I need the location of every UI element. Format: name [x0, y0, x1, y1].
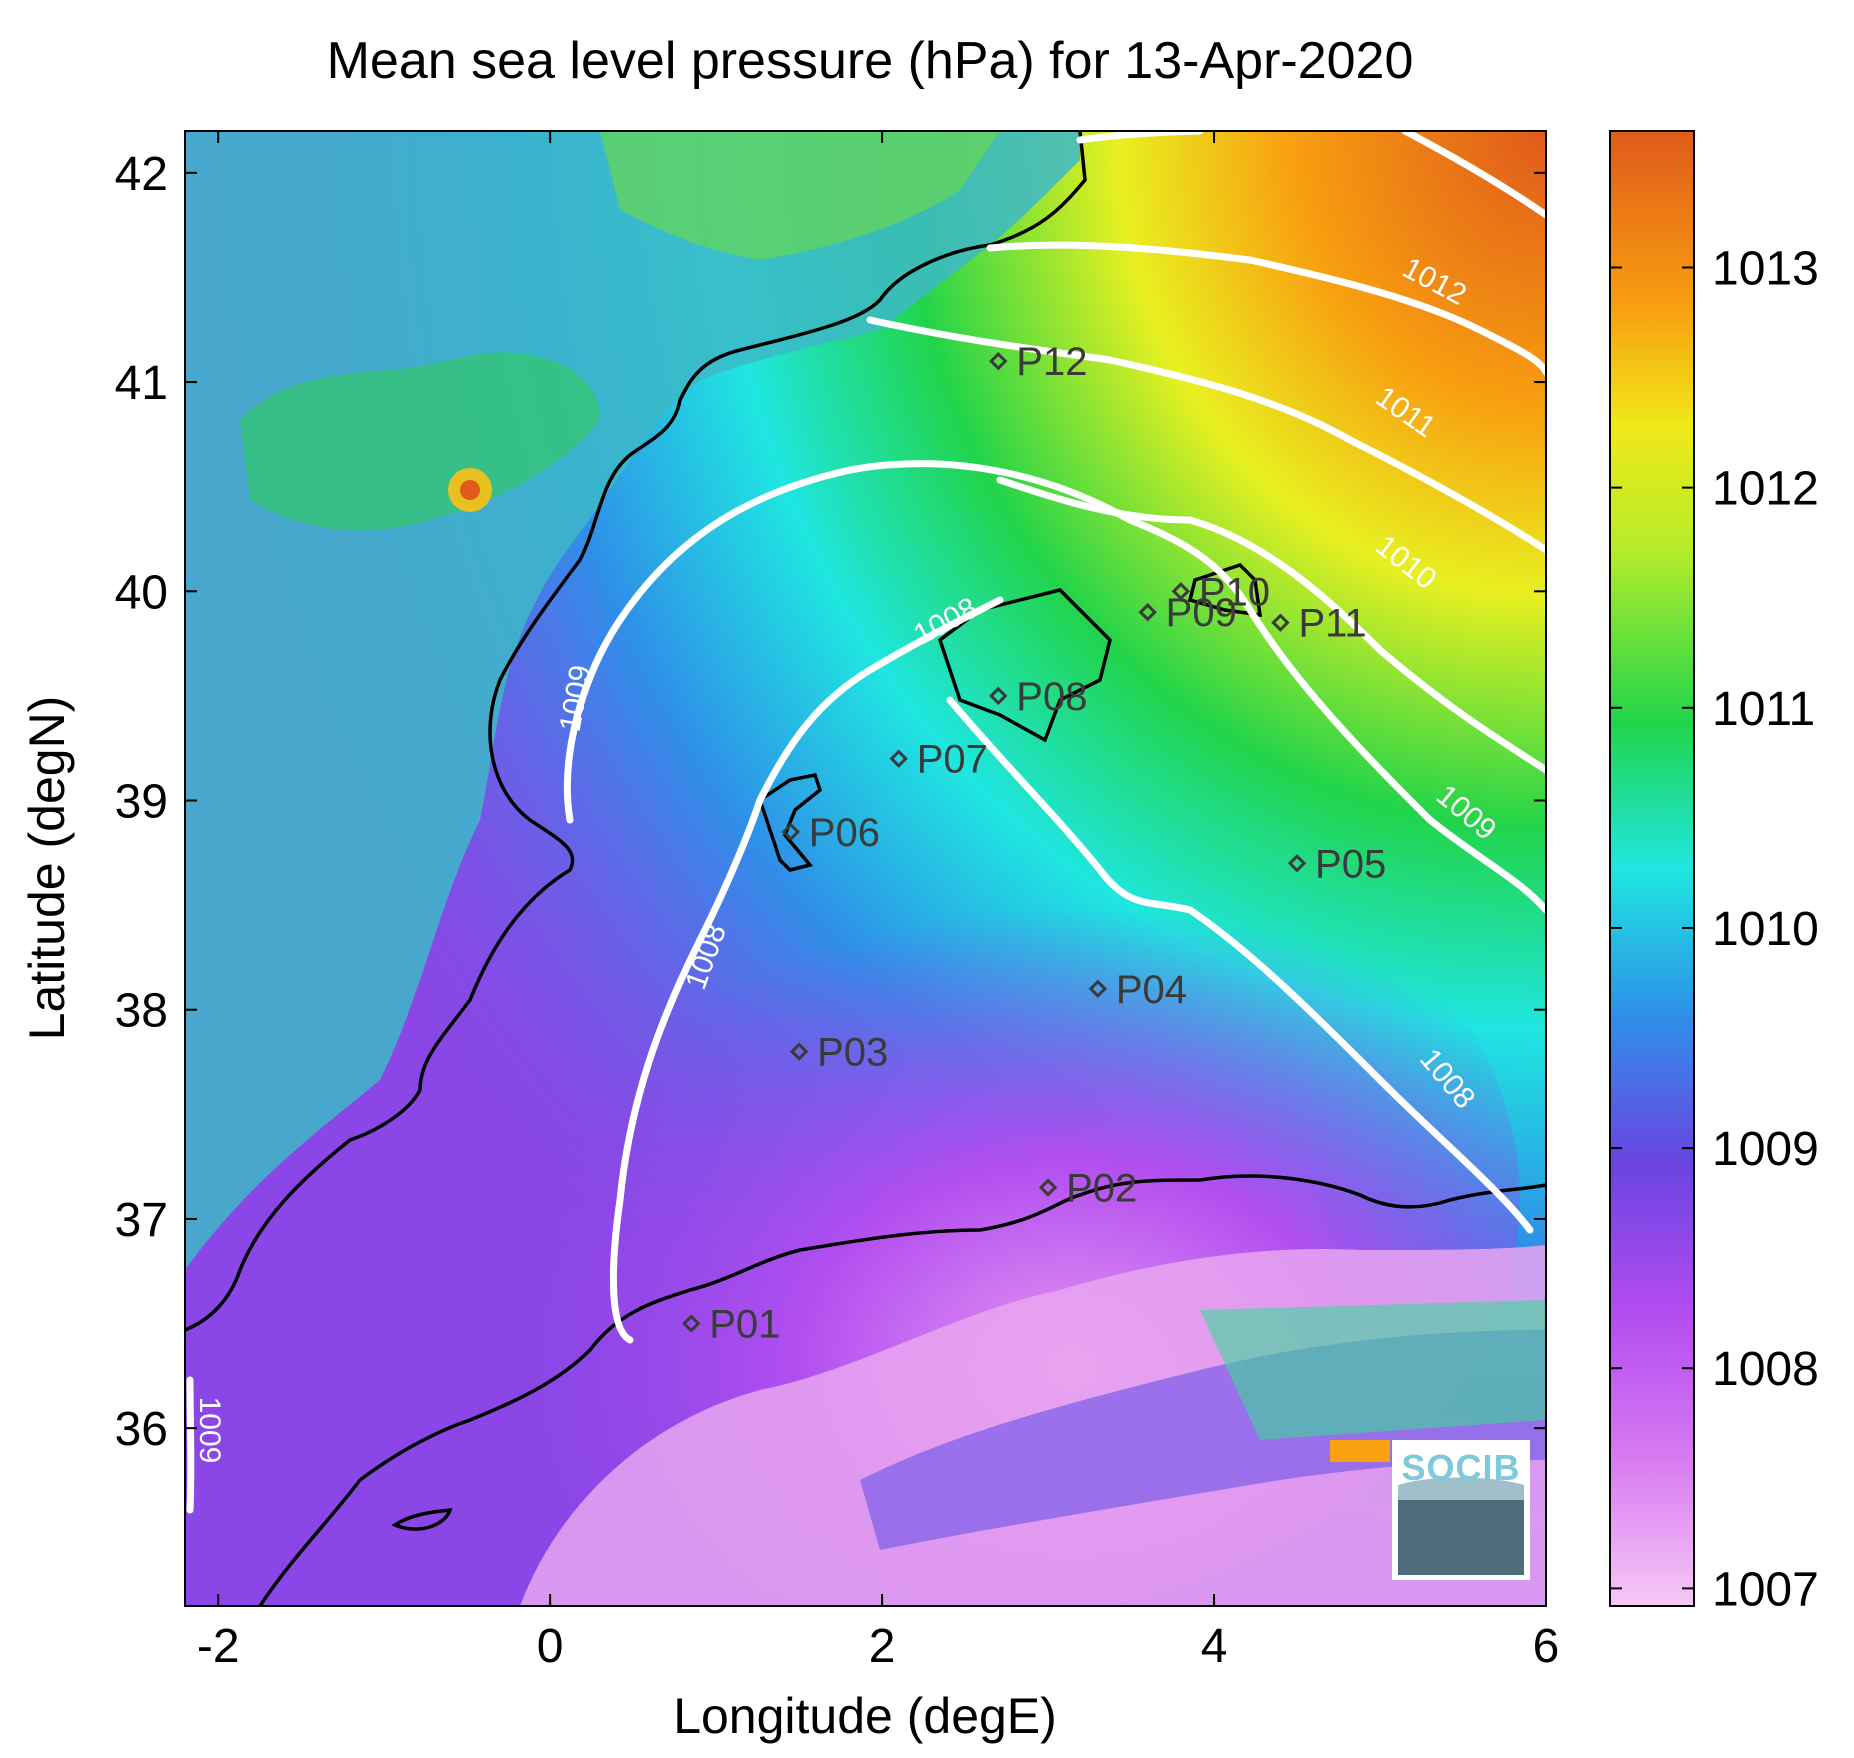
station-label: P09	[1166, 591, 1237, 635]
y-tick-label: 42	[115, 148, 168, 201]
station-marker	[1171, 582, 1191, 601]
x-tick-label: 6	[1533, 1620, 1560, 1673]
station-label: P11	[1298, 602, 1366, 646]
iberia-highlands	[240, 352, 600, 531]
colorbar-tick-label: 1011	[1712, 683, 1815, 736]
colorbar-tick-label: 1008	[1712, 1343, 1819, 1396]
colorbar: 1013 1012 1011 1010 1009 1008 1007	[1609, 130, 1819, 1616]
pressure-contours	[186, 131, 1546, 1514]
station-label: P05	[1315, 842, 1386, 886]
y-axis-label: Latitude (degN)	[19, 696, 75, 1041]
station-marker	[889, 749, 908, 768]
y-tick-label: 40	[115, 566, 168, 619]
contour-1011	[866, 316, 1546, 554]
station-label: P04	[1116, 968, 1187, 1012]
x-tick-label: 0	[537, 1620, 564, 1673]
station-label: P10	[1199, 570, 1270, 614]
station-marker	[1271, 613, 1290, 632]
station-marker	[989, 686, 1008, 706]
map-frame	[184, 130, 1547, 1607]
iberia-north-green	[600, 131, 1000, 260]
map-area: 1012 1011 1010 1009 1009 1009 1008 1008 …	[185, 131, 1546, 1606]
logo-text: SOCIB	[1401, 1447, 1520, 1488]
colorbar-tick-label: 1013	[1712, 242, 1819, 295]
island-ibiza	[757, 772, 823, 872]
x-axis-label: Longitude (degE)	[673, 1688, 1057, 1744]
x-tick-label: 2	[869, 1620, 896, 1673]
station-marker	[781, 822, 801, 842]
station-marker	[989, 351, 1008, 371]
island-mallorca	[937, 588, 1112, 743]
contour-1009-sw	[186, 1376, 195, 1514]
station-label: P03	[817, 1031, 888, 1075]
y-tick-label: 37	[115, 1194, 168, 1247]
logo-wave	[1398, 1477, 1524, 1500]
x-tick-label: 4	[1201, 1620, 1228, 1673]
hotspot-africa	[1330, 1440, 1390, 1462]
station-label: P07	[917, 738, 988, 782]
station-marker	[1038, 1178, 1058, 1197]
station-label: P01	[709, 1303, 780, 1347]
colorbar-tick-label: 1010	[1712, 903, 1819, 956]
colorbar-tick-label: 1012	[1712, 463, 1819, 516]
station-marker	[1287, 854, 1307, 873]
y-tick-label: 36	[115, 1403, 168, 1456]
island-alboran	[391, 1507, 453, 1531]
x-tick-label: -2	[197, 1620, 240, 1673]
contour-labels: 1012 1011 1010 1009 1009 1009 1008 1008 …	[193, 251, 1502, 1463]
colorbar-tick-label: 1007	[1712, 1563, 1819, 1616]
colorbar-gradient	[1609, 130, 1695, 1607]
station-marker	[1138, 603, 1157, 622]
contour-1008-outer	[609, 596, 1004, 1344]
y-axis: 42 41 40 39 38 37 36 Latitude (degN)	[19, 148, 1546, 1456]
contour-1012	[986, 241, 1546, 376]
contour-label: 1009	[193, 1397, 226, 1464]
station-marker	[789, 1042, 809, 1061]
station-label: P06	[809, 811, 880, 855]
station-label: P02	[1066, 1167, 1137, 1211]
station-marker	[682, 1314, 701, 1333]
y-tick-label: 38	[115, 985, 168, 1038]
highland-spot	[460, 480, 480, 500]
x-axis: -2 0 2 4 6 Longitude (degE)	[197, 131, 1560, 1744]
socib-logo: SOCIB	[1392, 1440, 1530, 1580]
station-label: P12	[1016, 340, 1087, 384]
coastline-iberia	[185, 131, 1087, 1332]
coastline-africa	[258, 1174, 1546, 1606]
station-marker	[1088, 979, 1108, 998]
contour-1009	[564, 460, 1546, 914]
chart-title: Mean sea level pressure (hPa) for 13-Apr…	[327, 32, 1414, 90]
atlas-green	[1200, 1300, 1546, 1440]
island-menorca	[1187, 562, 1263, 618]
contour-1008-east	[946, 696, 1534, 1234]
contour-1010	[996, 476, 1546, 774]
colorbar-tick-label: 1009	[1712, 1123, 1819, 1176]
y-tick-label: 39	[115, 776, 168, 829]
station-label: P08	[1016, 675, 1087, 719]
y-tick-label: 41	[115, 357, 168, 410]
